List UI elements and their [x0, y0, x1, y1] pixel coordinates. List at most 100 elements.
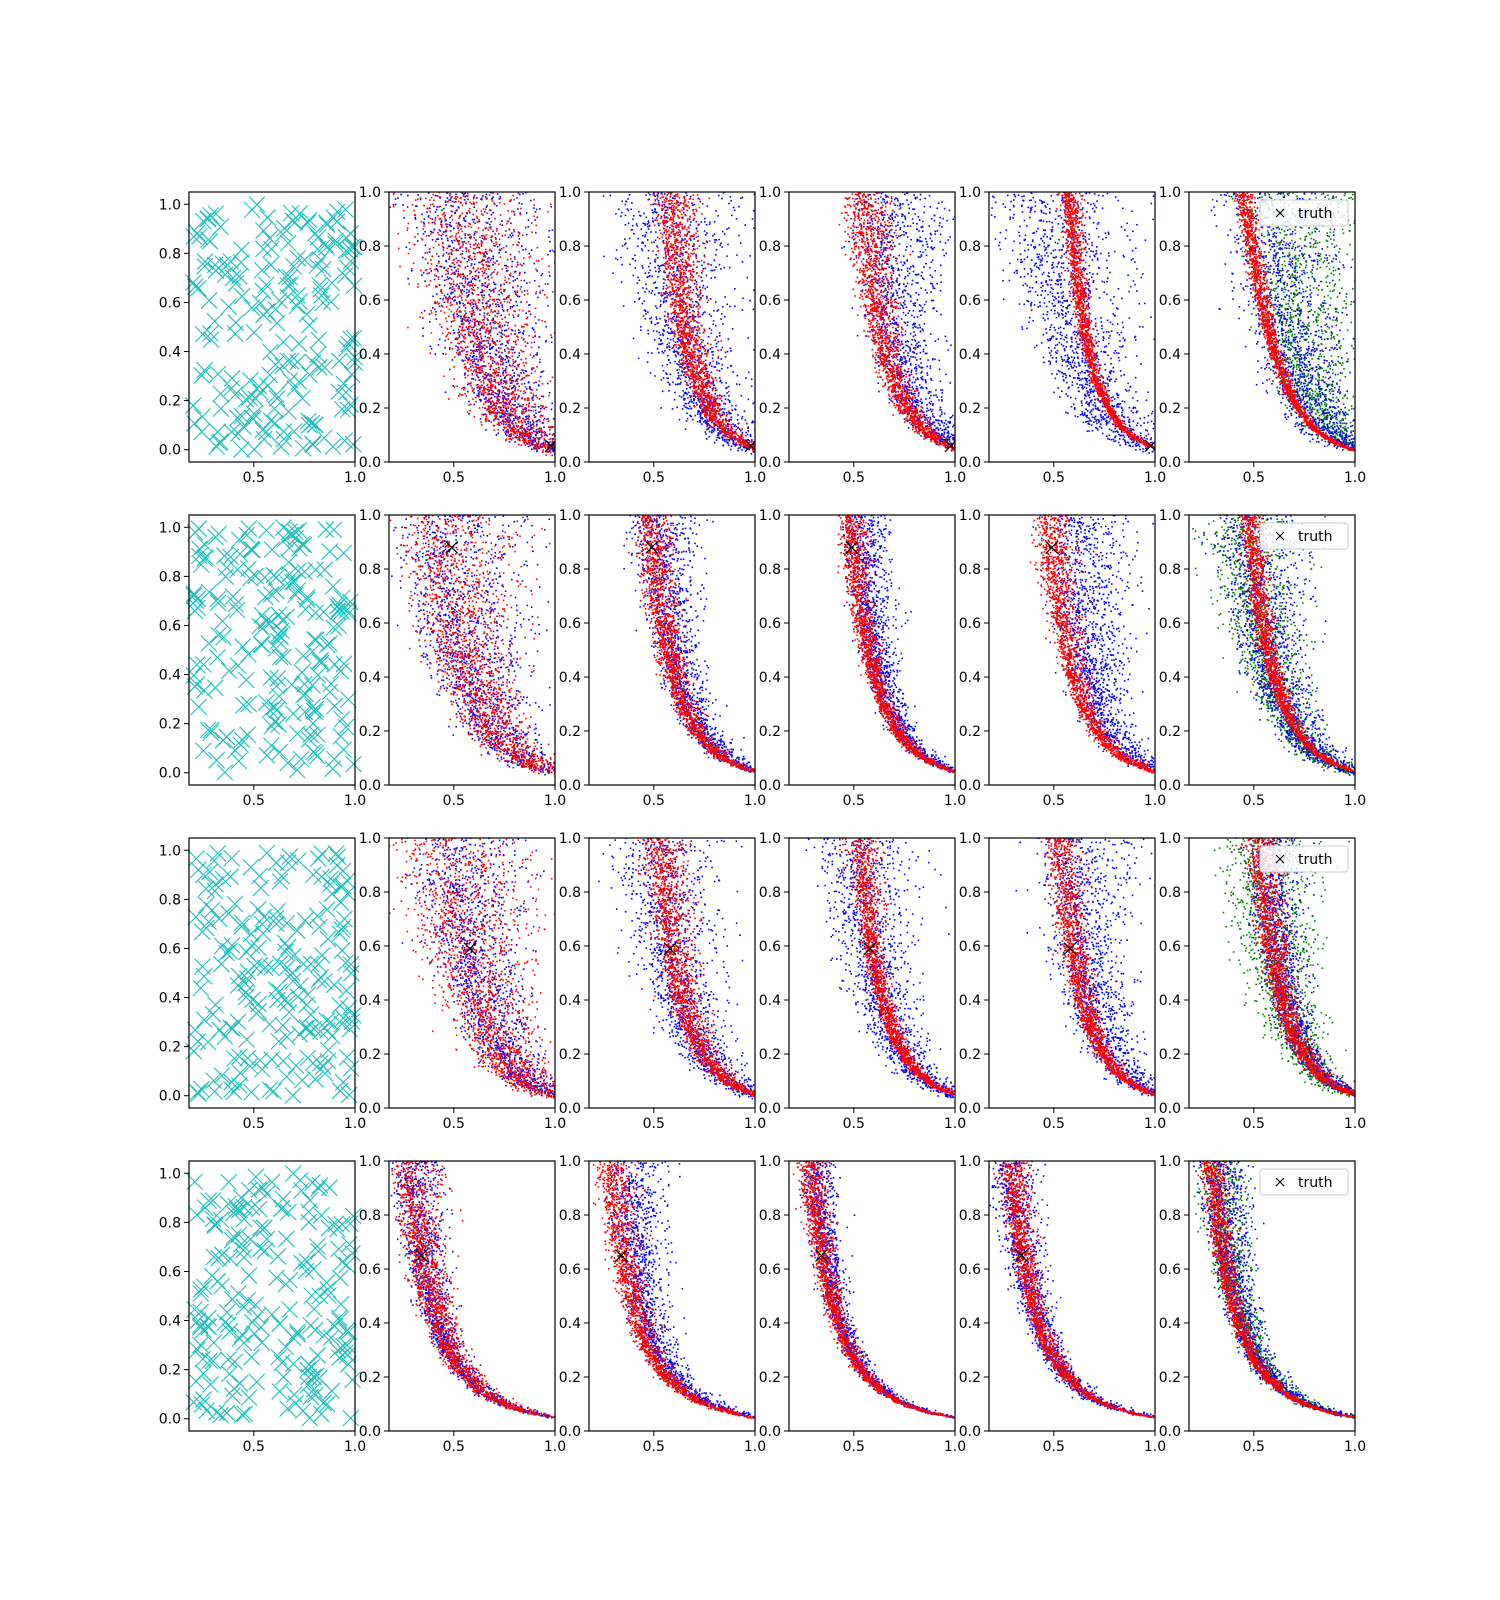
scatter-point — [480, 381, 482, 383]
scatter-point — [496, 299, 498, 301]
scatter-point — [495, 303, 497, 305]
scatter-point — [666, 285, 668, 287]
scatter-point — [467, 391, 469, 393]
scatter-point — [707, 302, 709, 304]
scatter-point — [725, 418, 727, 420]
scatter-point — [637, 238, 639, 240]
scatter-point — [682, 354, 684, 356]
scatter-point — [750, 434, 752, 436]
scatter-point — [748, 449, 750, 451]
scatter-point — [505, 440, 507, 442]
scatter-point — [654, 208, 656, 210]
scatter-point — [640, 326, 642, 328]
sample-marker — [294, 1072, 310, 1088]
scatter-point — [715, 266, 717, 268]
scatter-point — [422, 257, 424, 259]
scatter-point — [426, 269, 428, 271]
scatter-point — [431, 348, 433, 350]
scatter-point — [454, 318, 456, 320]
scatter-point — [696, 281, 698, 283]
scatter-point — [486, 264, 488, 266]
scatter-point — [516, 407, 518, 409]
scatter-point — [446, 261, 448, 263]
scatter-point — [441, 292, 443, 294]
scatter-point — [668, 390, 670, 392]
sample-marker — [201, 584, 217, 600]
scatter-point — [663, 330, 665, 332]
scatter-point — [625, 201, 627, 203]
sample-marker — [201, 635, 217, 651]
scatter-point — [466, 195, 468, 197]
scatter-point — [634, 301, 636, 303]
scatter-point — [484, 345, 486, 347]
scatter-point — [645, 311, 647, 313]
scatter-point — [481, 345, 483, 347]
scatter-point — [474, 219, 476, 221]
scatter-point — [469, 331, 471, 333]
scatter-point — [713, 431, 715, 433]
y-tick-label: 1.0 — [159, 843, 181, 859]
scatter-point — [408, 283, 410, 285]
scatter-point — [676, 320, 678, 322]
scatter-point — [457, 275, 459, 277]
scatter-point — [451, 196, 453, 198]
scatter-point — [490, 274, 492, 276]
sample-marker — [341, 336, 357, 352]
sample-marker — [233, 254, 249, 270]
scatter-point — [551, 455, 553, 457]
scatter-point — [535, 354, 537, 356]
scatter-point — [433, 221, 435, 223]
scatter-point — [642, 265, 644, 267]
sample-marker — [310, 851, 326, 867]
scatter-point — [502, 235, 504, 237]
scatter-point — [450, 199, 452, 201]
scatter-point — [544, 441, 546, 443]
scatter-point — [467, 199, 469, 201]
scatter-point — [509, 274, 511, 276]
scatter-point — [449, 265, 451, 267]
scatter-point — [438, 234, 440, 236]
sample-marker — [285, 973, 301, 989]
sample-marker — [314, 846, 330, 862]
scatter-point — [442, 255, 444, 257]
scatter-point — [449, 256, 451, 258]
scatter-point — [634, 267, 636, 269]
scatter-point — [476, 335, 478, 337]
scatter-point — [636, 223, 638, 225]
scatter-point — [531, 342, 533, 344]
scatter-point — [498, 233, 500, 235]
scatter-point — [465, 237, 467, 239]
scatter-point — [654, 375, 656, 377]
scatter-point — [477, 332, 479, 334]
y-tick-label: 0.2 — [159, 1040, 181, 1056]
scatter-point — [480, 322, 482, 324]
sample-marker — [313, 1406, 329, 1422]
scatter-point — [486, 205, 488, 207]
scatter-point — [524, 294, 526, 296]
scatter-point — [633, 215, 635, 217]
scatter-point — [529, 430, 531, 432]
scatter-point — [499, 256, 501, 258]
scatter-point — [667, 331, 669, 333]
scatter-point — [451, 292, 453, 294]
scatter-point — [505, 427, 507, 429]
scatter-point — [505, 433, 507, 435]
scatter-point — [505, 298, 507, 300]
scatter-point — [697, 421, 699, 423]
scatter-point — [486, 346, 488, 348]
scatter-point — [718, 357, 720, 359]
scatter-point — [517, 366, 519, 368]
scatter-point — [519, 385, 521, 387]
sample-marker — [318, 522, 334, 538]
scatter-point — [492, 200, 494, 202]
scatter-point — [481, 341, 483, 343]
sample-marker — [300, 987, 316, 1003]
scatter-point — [507, 310, 509, 312]
scatter-point — [449, 195, 451, 197]
scatter-point — [527, 226, 529, 228]
scatter-point — [706, 297, 708, 299]
scatter-point — [550, 334, 552, 336]
scatter-point — [429, 251, 431, 253]
sample-marker — [274, 868, 290, 884]
y-tick-label: 0.6 — [159, 618, 181, 634]
